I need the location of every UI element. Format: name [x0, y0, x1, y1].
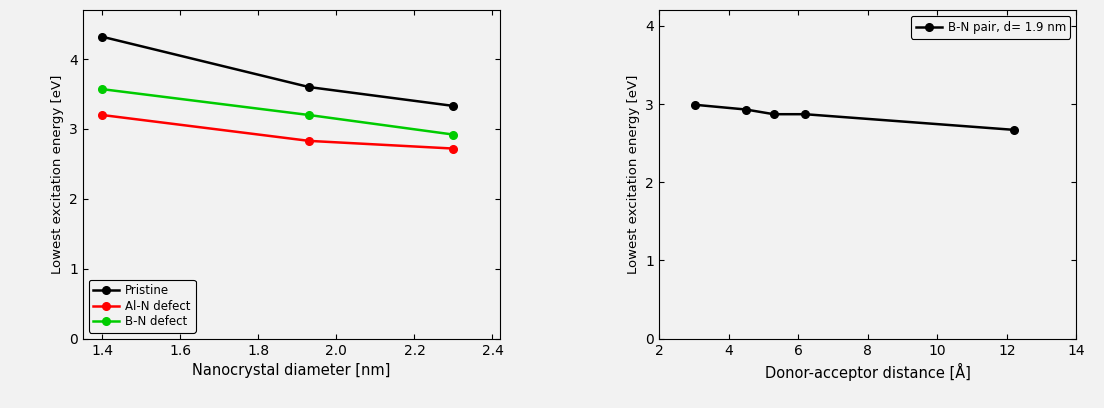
Al-N defect	[96, 113, 109, 118]
Legend: B-N pair, d= 1.9 nm: B-N pair, d= 1.9 nm	[911, 16, 1071, 38]
Al-N defect	[447, 146, 460, 151]
Line: Pristine: Pristine	[98, 33, 457, 110]
Y-axis label: Lowest excitation energy [eV]: Lowest excitation energy [eV]	[627, 75, 639, 274]
Line: Al-N defect: Al-N defect	[98, 111, 457, 152]
X-axis label: Nanocrystal diameter [nm]: Nanocrystal diameter [nm]	[192, 363, 391, 378]
Pristine	[447, 104, 460, 109]
Line: B-N defect: B-N defect	[98, 85, 457, 138]
Line: B-N pair, d= 1.9 nm: B-N pair, d= 1.9 nm	[691, 101, 1018, 134]
Pristine	[302, 84, 316, 89]
B-N pair, d= 1.9 nm	[798, 112, 811, 117]
Pristine	[96, 34, 109, 39]
Legend: Pristine, Al-N defect, B-N defect: Pristine, Al-N defect, B-N defect	[88, 279, 195, 333]
B-N pair, d= 1.9 nm	[740, 107, 753, 112]
Y-axis label: Lowest excitation energy [eV]: Lowest excitation energy [eV]	[51, 75, 64, 274]
B-N defect	[447, 132, 460, 137]
B-N pair, d= 1.9 nm	[689, 102, 702, 107]
B-N pair, d= 1.9 nm	[767, 112, 781, 117]
X-axis label: Donor-acceptor distance [Å]: Donor-acceptor distance [Å]	[765, 363, 970, 381]
B-N defect	[96, 87, 109, 92]
B-N pair, d= 1.9 nm	[1007, 127, 1020, 132]
B-N defect	[302, 113, 316, 118]
Al-N defect	[302, 138, 316, 143]
